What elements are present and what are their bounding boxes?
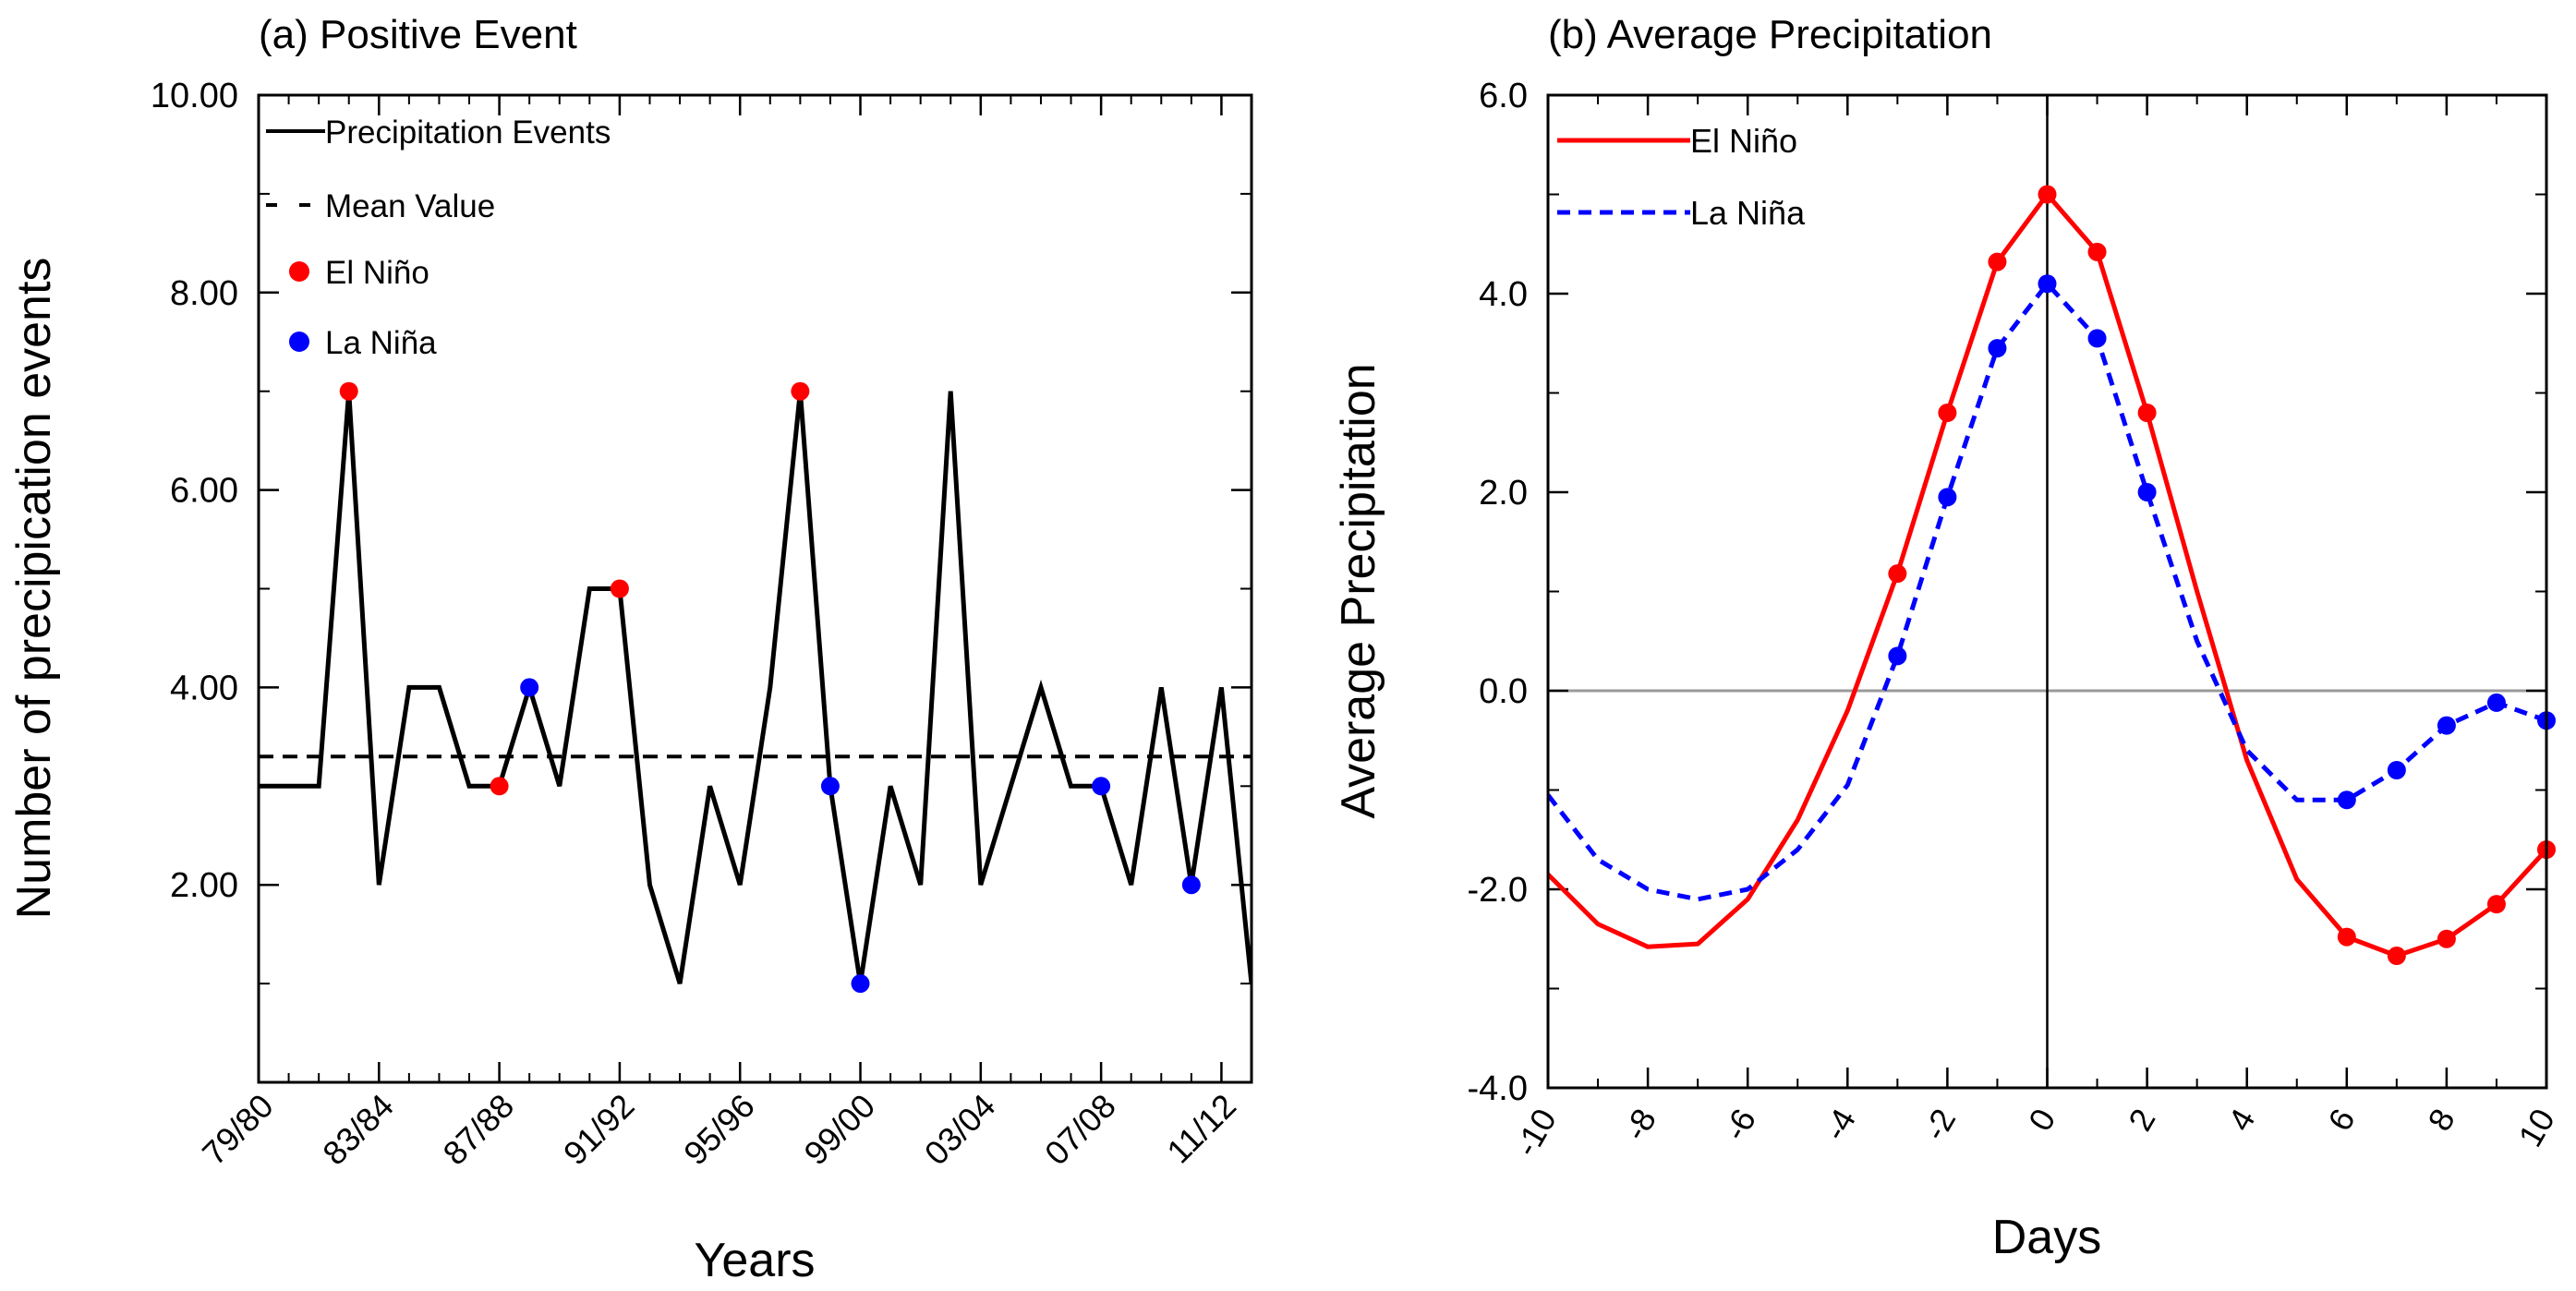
marker-el-nino <box>1988 252 2007 271</box>
marker-la-nina <box>520 678 539 697</box>
legend-label-la-nina: La Niña <box>325 325 437 361</box>
x-tick-label: 95/96 <box>676 1087 762 1173</box>
legend-label-precipitation-events: Precipitation Events <box>325 115 611 151</box>
marker-el-nino <box>1888 564 1907 584</box>
legend-marker-el-nino <box>289 261 309 282</box>
y-tick-label: 2.0 <box>1479 474 1528 513</box>
x-tick-label: 03/04 <box>917 1087 1003 1173</box>
x-tick-label: 79/80 <box>195 1087 281 1173</box>
legend-label-el-nino: El Niño <box>325 255 429 291</box>
marker-la-nina <box>1181 875 1201 895</box>
marker-la-nina <box>2387 761 2406 779</box>
y-tick-label: -4.0 <box>1468 1069 1528 1108</box>
y-tick-label: 4.00 <box>170 669 238 707</box>
marker-la-nina <box>1092 777 1111 796</box>
x-axis-label: Days <box>1992 1211 2101 1264</box>
marker-la-nina <box>2337 790 2356 810</box>
marker-la-nina <box>2137 483 2157 501</box>
marker-la-nina <box>2437 716 2456 735</box>
marker-la-nina <box>2038 274 2057 294</box>
x-tick-label: -8 <box>1616 1103 1664 1147</box>
marker-el-nino <box>2387 947 2406 966</box>
x-tick-label: -4 <box>1816 1103 1864 1147</box>
x-tick-label: 11/12 <box>1159 1087 1243 1171</box>
y-axis-label: Average Precipitation <box>1332 363 1385 818</box>
x-tick-label: 2 <box>2121 1103 2163 1138</box>
marker-el-nino <box>2486 895 2506 914</box>
x-axis-label: Years <box>694 1234 815 1287</box>
x-tick-label: 8 <box>2420 1103 2462 1138</box>
marker-el-nino <box>2038 185 2057 204</box>
x-tick-label: 4 <box>2220 1103 2263 1138</box>
x-tick-label: 91/92 <box>556 1087 642 1173</box>
y-axis-label: Number of precipication events <box>7 258 61 920</box>
y-tick-label: 0.0 <box>1479 672 1528 711</box>
panel-a-plot-area <box>259 391 1252 984</box>
panel-b: (b) Average Precipitation 6.0 4.0 2.0 0.0 -2.… <box>1332 12 2562 1264</box>
x-tick-label: 87/88 <box>436 1087 522 1173</box>
panel-a-legend: Precipitation Events Mean Value El Niño La … <box>266 115 611 361</box>
marker-el-nino <box>1938 404 1957 422</box>
panel-b-frame <box>1546 93 2548 1090</box>
marker-la-nina <box>820 777 840 796</box>
legend-label-el-nino: El Niño <box>1690 122 1797 160</box>
marker-el-nino <box>2087 242 2107 261</box>
x-tick-label: 10 <box>2510 1103 2562 1153</box>
marker-la-nina <box>851 974 870 994</box>
marker-la-nina <box>2486 693 2506 712</box>
marker-la-nina <box>2087 329 2107 348</box>
y-tick-label: 2.00 <box>170 866 238 905</box>
marker-la-nina <box>1888 646 1907 666</box>
series-line-la-nina <box>1548 281 2546 902</box>
y-tick-label: 4.0 <box>1479 275 1528 314</box>
marker-la-nina <box>1988 339 2007 358</box>
legend-marker-la-nina <box>289 332 309 352</box>
legend-label-mean-value: Mean Value <box>325 188 495 224</box>
panel-a: (a) Positive Event 10.00 8.00 6.00 4.00 2.00 7… <box>7 12 1253 1287</box>
x-tick-label: 6 <box>2320 1103 2363 1138</box>
x-tick-label: -10 <box>1506 1103 1564 1164</box>
marker-el-nino <box>2437 929 2456 948</box>
marker-el-nino <box>610 579 629 598</box>
y-tick-label: 6.0 <box>1479 77 1528 115</box>
y-tick-label: 10.00 <box>151 77 238 115</box>
panel-b-legend: El Niño La Niña <box>1557 122 1806 232</box>
y-tick-label: 8.00 <box>170 274 238 313</box>
marker-el-nino <box>490 777 509 796</box>
y-tick-label: 6.00 <box>170 472 238 511</box>
series-line-precipitation-events <box>259 391 1252 984</box>
x-tick-label: 99/00 <box>796 1087 882 1173</box>
marker-el-nino <box>2337 927 2356 947</box>
marker-el-nino <box>791 381 810 401</box>
x-tick-label: 07/08 <box>1037 1087 1123 1173</box>
panel-a-title: (a) Positive Event <box>259 12 577 57</box>
x-tick-label: -6 <box>1716 1103 1764 1147</box>
y-tick-label: -2.0 <box>1468 871 1528 910</box>
marker-el-nino <box>339 381 358 401</box>
x-tick-label: 0 <box>2021 1103 2063 1138</box>
legend-label-la-nina: La Niña <box>1690 194 1806 232</box>
marker-la-nina <box>1938 488 1957 507</box>
panel-a-frame <box>257 93 1253 1084</box>
marker-el-nino <box>2137 404 2157 422</box>
x-tick-label: 83/84 <box>315 1087 401 1173</box>
panel-b-title: (b) Average Precipitation <box>1548 12 1992 57</box>
x-tick-label: -2 <box>1916 1103 1964 1147</box>
